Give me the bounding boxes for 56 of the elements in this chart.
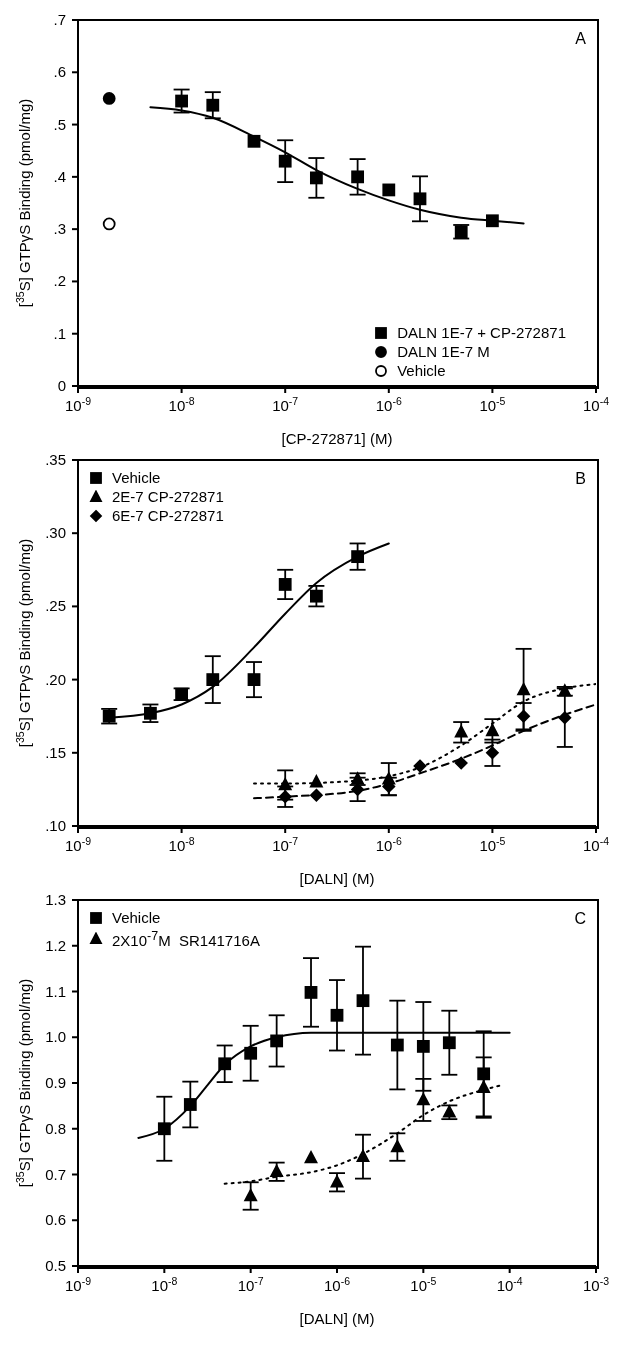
x-tick-label: 10$^{-3}$ [582, 1275, 610, 1294]
x-tick-label: 10$^{-7}$ [272, 395, 299, 414]
y-tick-label: .1 [53, 324, 66, 342]
x-tick-label: 10$^{-6}$ [375, 395, 402, 414]
x-tick-label: 10$^{-4}$ [582, 395, 610, 414]
x-tick-label: 10$^{-4}$ [582, 835, 610, 854]
annotation: A [575, 30, 586, 48]
y-tick-label: .3 [53, 220, 66, 238]
legend-label: 2X10$^{-7}$M SR141716A [112, 928, 260, 950]
y-tick-label: 1.3 [45, 891, 66, 908]
x-tick-label: 10$^{-5}$ [479, 835, 506, 854]
y-tick-label: 0 [57, 377, 66, 394]
x-tick-label: 10$^{-5}$ [410, 1275, 437, 1294]
y-tick-label: .35 [45, 451, 66, 468]
x-tick-label: 10$^{-7}$ [237, 1275, 264, 1294]
annotation: C [574, 910, 586, 928]
x-axis-title: [DALN] (M) [299, 1310, 375, 1327]
legend-label: Vehicle [397, 361, 446, 380]
legend-label: DALN 1E-7 M [397, 342, 490, 361]
y-tick-label: 0.5 [45, 1257, 66, 1274]
x-tick-label: 10$^{-7}$ [272, 835, 299, 854]
x-tick-label: 10$^{-5}$ [479, 395, 506, 414]
y-tick-label: .30 [45, 524, 66, 542]
y-tick-label: .10 [45, 817, 66, 834]
y-tick-label: 1.2 [45, 936, 66, 954]
y-tick-label: 1.1 [45, 982, 66, 1000]
y-tick-label: .15 [45, 743, 66, 761]
y-tick-label: .25 [45, 597, 66, 615]
y-tick-label: 1.0 [45, 1028, 66, 1046]
y-tick-label: .5 [53, 115, 66, 133]
annotation: B [575, 470, 586, 488]
x-axis-title: [DALN] (M) [299, 870, 375, 887]
x-tick-label: 10$^{-9}$ [64, 395, 92, 414]
x-tick-label: 10$^{-8}$ [151, 1275, 178, 1294]
legend-label: 6E-7 CP-272871 [112, 506, 224, 525]
y-tick-label: .6 [53, 63, 66, 81]
y-tick-label: 0.8 [45, 1119, 66, 1137]
y-tick-label: .4 [53, 167, 66, 185]
x-tick-label: 10$^{-4}$ [496, 1275, 523, 1294]
x-tick-label: 10$^{-6}$ [323, 1275, 351, 1294]
x-axis-title: [CP-272871] (M) [281, 430, 393, 447]
x-tick-label: 10$^{-8}$ [168, 395, 195, 414]
y-tick-label: .7 [53, 11, 66, 28]
legend-label: Vehicle [112, 908, 161, 927]
x-tick-label: 10$^{-9}$ [64, 1275, 92, 1294]
y-tick-label: .20 [45, 670, 66, 688]
y-tick-label: 0.9 [45, 1074, 66, 1091]
y-tick-label: 0.7 [45, 1165, 66, 1183]
y-tick-label: .2 [53, 272, 66, 290]
x-tick-label: 10$^{-8}$ [168, 835, 195, 854]
legend-label: 2E-7 CP-272871 [112, 487, 224, 506]
x-tick-label: 10$^{-9}$ [64, 835, 92, 854]
legend-label: Vehicle [112, 468, 161, 487]
x-tick-label: 10$^{-6}$ [375, 835, 402, 854]
y-tick-label: 0.6 [45, 1211, 66, 1229]
legend-label: DALN 1E-7 + CP-272871 [397, 323, 566, 342]
